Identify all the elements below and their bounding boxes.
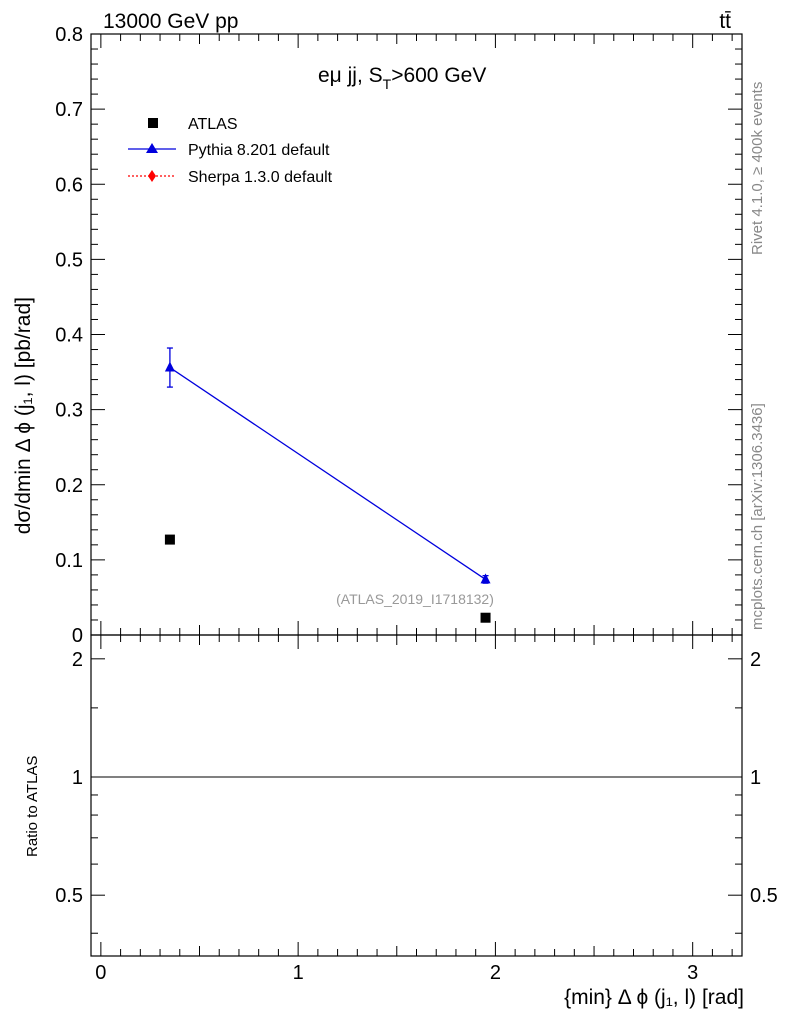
y-tick-label: 0.7 bbox=[55, 99, 83, 121]
ratio-y-tick-label: 2 bbox=[72, 649, 83, 671]
side-text-mcplots: mcplots.cern.ch [arXiv:1306.3436] bbox=[749, 403, 766, 630]
atlas-point bbox=[164, 534, 175, 545]
legend-marker-pythia bbox=[146, 143, 158, 153]
x-tick-label: 0 bbox=[95, 962, 106, 984]
legend: ATLAS Pythia 8.201 default Sherpa 1.3.0 … bbox=[128, 116, 333, 186]
header-energy-label: 13000 GeV pp bbox=[103, 10, 238, 33]
pythia-point bbox=[164, 361, 175, 372]
ratio-y-tick-label-right: 1 bbox=[750, 767, 761, 789]
main-y-axis-label: dσ/dmin Δ ϕ (j₁, l) [pb/rad] bbox=[12, 297, 35, 534]
pythia-line bbox=[169, 367, 486, 580]
y-tick-label: 0.2 bbox=[55, 475, 83, 497]
data-series bbox=[164, 347, 491, 623]
y-tick-label: 0 bbox=[72, 625, 83, 647]
y-tick-label: 0.3 bbox=[55, 400, 83, 422]
ratio-x-axis: 0 1 2 3 bbox=[95, 635, 733, 984]
y-tick-label: 0.1 bbox=[55, 550, 83, 572]
ratio-y-tick-label-right: 0.5 bbox=[750, 885, 778, 907]
y-tick-label: 0.8 bbox=[55, 24, 83, 46]
x-axis-label: {min} Δ ϕ (j₁, l) [rad] bbox=[564, 986, 744, 1009]
y-tick-label: 0.4 bbox=[55, 325, 83, 347]
ratio-plot-frame bbox=[90, 634, 743, 957]
side-text-rivet: Rivet 4.1.0, ≥ 400k events bbox=[749, 82, 766, 255]
ratio-y-tick-label: 1 bbox=[72, 767, 83, 789]
ratio-y-tick-label: 0.5 bbox=[55, 885, 83, 907]
legend-label-pythia: Pythia 8.201 default bbox=[188, 142, 330, 159]
y-tick-label: 0.6 bbox=[55, 174, 83, 196]
ratio-y-axis: 0.5 0.5 1 1 2 2 bbox=[55, 649, 778, 934]
legend-marker-sherpa bbox=[148, 170, 156, 182]
y-tick-label: 0.5 bbox=[55, 249, 83, 271]
x-tick-label: 1 bbox=[293, 962, 304, 984]
atlas-point bbox=[480, 612, 491, 623]
legend-label-atlas: ATLAS bbox=[188, 116, 238, 133]
main-x-axis-ticks bbox=[100, 34, 733, 635]
pythia-point bbox=[480, 573, 491, 584]
x-tick-label: 2 bbox=[490, 962, 501, 984]
x-tick-label: 3 bbox=[687, 962, 698, 984]
main-y-axis: 0 0.1 0.2 0.3 0.4 0.5 0.6 0.7 0.8 bbox=[55, 24, 742, 647]
ratio-y-tick-label-right: 2 bbox=[750, 649, 761, 671]
analysis-reference-label: (ATLAS_2019_I1718132) bbox=[336, 591, 494, 607]
legend-marker-atlas bbox=[148, 118, 158, 128]
header-process-label: tt̄ bbox=[719, 10, 731, 33]
legend-label-sherpa: Sherpa 1.3.0 default bbox=[188, 169, 333, 186]
plot-title: eμ jj, ST>600 GeV bbox=[318, 64, 486, 92]
ratio-y-axis-label: Ratio to ATLAS bbox=[24, 756, 41, 857]
